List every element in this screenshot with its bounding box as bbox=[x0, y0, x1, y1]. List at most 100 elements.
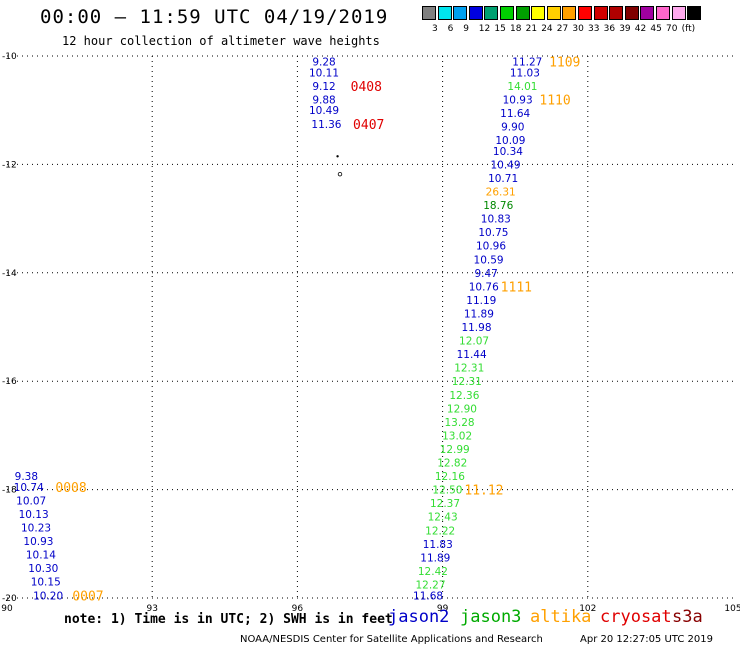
data-point-label: 11.83 bbox=[423, 539, 453, 551]
data-point-label: 12.37 bbox=[430, 498, 460, 510]
data-point-label: 10.49 bbox=[490, 159, 520, 171]
satellite-label-jason2: jason2 bbox=[388, 607, 450, 627]
y-tick-label: -20 bbox=[2, 594, 17, 604]
time-label: 1109 bbox=[549, 55, 580, 70]
data-point-label: 10.13 bbox=[19, 509, 49, 521]
data-point-label: 9.88 bbox=[312, 94, 335, 106]
data-point-label: 11.03 bbox=[510, 67, 540, 79]
data-point-label: 12.31 bbox=[452, 376, 482, 388]
legend-label: 3 bbox=[432, 24, 438, 34]
data-point-label: 10.09 bbox=[495, 135, 525, 147]
legend-label: 70 bbox=[666, 24, 678, 34]
data-point-label: 10.83 bbox=[481, 214, 511, 226]
data-point-label: 10.93 bbox=[23, 536, 53, 548]
legend-swatch bbox=[437, 6, 452, 20]
data-point-label: 10.07 bbox=[16, 495, 46, 507]
data-point-label: 10.11 bbox=[309, 67, 339, 79]
legend-swatch bbox=[531, 6, 546, 20]
data-point-label: 11.19 bbox=[466, 295, 496, 307]
data-point-label: 11.89 bbox=[420, 552, 450, 564]
data-point-label: 10.76 bbox=[469, 281, 499, 293]
data-point-label: 12.42 bbox=[418, 566, 448, 578]
footer-note: note: 1) Time is in UTC; 2) SWH is in fe… bbox=[64, 612, 393, 627]
legend-label: 36 bbox=[603, 24, 616, 34]
data-point-label: 10.15 bbox=[31, 577, 61, 589]
data-point-label: 12.90 bbox=[447, 403, 477, 415]
satellite-label-s3a: s3a bbox=[672, 607, 703, 627]
x-tick-label: 96 bbox=[292, 604, 304, 614]
x-tick-label: 93 bbox=[146, 604, 157, 614]
time-label: 11.12 bbox=[464, 484, 503, 499]
data-point-label: 10.96 bbox=[476, 241, 506, 253]
legend-label: 24 bbox=[541, 24, 553, 34]
data-point-label: 12.50 bbox=[432, 485, 462, 497]
data-point-label: 10.71 bbox=[488, 173, 518, 185]
y-tick-label: -12 bbox=[2, 160, 17, 170]
legend-swatch bbox=[468, 6, 483, 20]
legend-label: 18 bbox=[510, 24, 522, 34]
data-point-label: 12.22 bbox=[425, 525, 455, 537]
legend-swatch bbox=[578, 6, 592, 20]
legend-swatch bbox=[609, 6, 624, 20]
legend-swatch bbox=[546, 6, 561, 20]
time-label: 0407 bbox=[353, 118, 384, 133]
credit-text: NOAA/NESDIS Center for Satellite Applica… bbox=[240, 634, 543, 645]
y-tick-label: -18 bbox=[2, 486, 17, 496]
data-point-label: 11.68 bbox=[413, 590, 443, 602]
legend-swatch bbox=[422, 6, 436, 20]
data-point-label: 10.20 bbox=[33, 590, 63, 602]
data-point-label: 12.99 bbox=[440, 444, 470, 456]
island-mark bbox=[337, 171, 343, 177]
data-point-label: 14.01 bbox=[507, 81, 537, 93]
satellite-label-cryosat: cryosat bbox=[600, 607, 672, 627]
legend-swatch bbox=[687, 6, 702, 20]
legend-swatch bbox=[671, 6, 686, 20]
satellite-label-altika: altika bbox=[530, 607, 592, 627]
satellite-label-jason3: jason3 bbox=[460, 607, 522, 627]
data-point-label: 11.44 bbox=[457, 349, 487, 361]
legend-label: 45 bbox=[650, 24, 662, 34]
legend-swatch bbox=[562, 6, 577, 20]
time-label: 0408 bbox=[351, 80, 382, 95]
legend-swatch bbox=[500, 6, 514, 20]
data-point-label: 13.02 bbox=[442, 430, 472, 442]
time-label: 1110 bbox=[539, 93, 570, 108]
data-point-label: 10.93 bbox=[503, 94, 533, 106]
data-point-label: 12.31 bbox=[454, 363, 484, 375]
data-point-label: 10.30 bbox=[28, 563, 58, 575]
y-tick-label: -14 bbox=[2, 269, 17, 279]
data-point-label: 12.43 bbox=[428, 512, 458, 524]
legend-label: 42 bbox=[634, 24, 647, 34]
data-point-label: 10.75 bbox=[478, 227, 508, 239]
data-point-label: 11.64 bbox=[500, 108, 530, 120]
legend-label: 33 bbox=[588, 24, 600, 34]
legend-label: 39 bbox=[619, 24, 631, 34]
legend-swatch bbox=[656, 6, 670, 20]
data-point-label: 9.38 bbox=[15, 471, 38, 483]
legend-label: 12 bbox=[478, 24, 491, 34]
data-point-label: 10.49 bbox=[309, 105, 339, 117]
legend-label: 30 bbox=[572, 24, 584, 34]
x-tick-label: 99 bbox=[437, 604, 449, 614]
legend-swatch bbox=[593, 6, 608, 20]
data-point-label: 12.07 bbox=[459, 336, 489, 348]
page-title: 00:00 – 11:59 UTC 04/19/2019 bbox=[40, 6, 389, 28]
x-tick-label: 102 bbox=[579, 604, 596, 614]
y-tick-label: -10 bbox=[2, 52, 17, 62]
legend-label: 21 bbox=[525, 24, 538, 34]
legend-label: 15 bbox=[494, 24, 506, 34]
data-point-label: 9.12 bbox=[312, 81, 335, 93]
data-point-label: 26.31 bbox=[486, 187, 516, 199]
data-point-label: 12.16 bbox=[435, 471, 465, 483]
legend-label: 27 bbox=[556, 24, 569, 34]
data-point-label: 10.59 bbox=[474, 254, 504, 266]
data-point-label: 11.98 bbox=[461, 322, 491, 334]
data-point-label: 9.47 bbox=[474, 268, 497, 280]
data-point-label: 12.82 bbox=[437, 458, 467, 470]
data-point-label: 11.36 bbox=[311, 119, 341, 131]
data-point-label: 12.27 bbox=[415, 579, 445, 591]
island-mark bbox=[336, 155, 339, 158]
x-tick-label: 105 bbox=[724, 604, 740, 614]
data-point-label: 12.36 bbox=[449, 390, 479, 402]
